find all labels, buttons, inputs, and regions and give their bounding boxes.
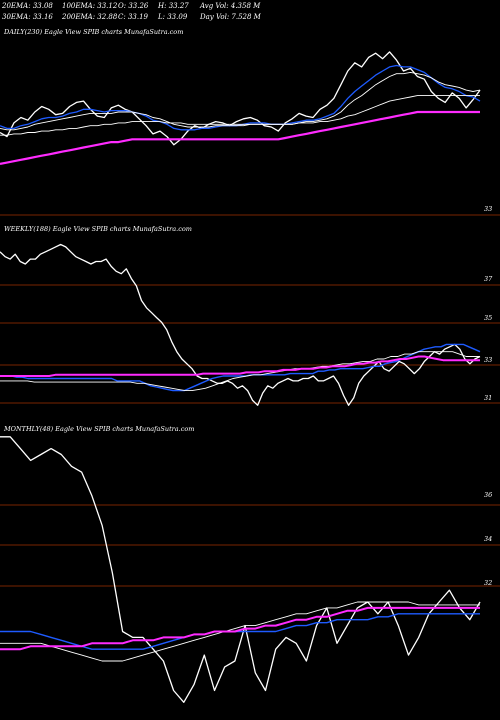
ema100-stat: 100EMA: 33.12 xyxy=(62,2,118,10)
panel-title-1: WEEKLY(188) Eagle View SPIB charts Munaf… xyxy=(4,225,192,233)
low-stat: L: 33.09 xyxy=(158,13,188,21)
close-stat: C: 33.19 xyxy=(118,13,148,21)
y-tick-label-2-0: 36 xyxy=(484,491,492,499)
series-line-1-ema_mid xyxy=(0,351,480,392)
indicator-stats: 20EMA: 33.08 100EMA: 33.12 O: 33.26 H: 3… xyxy=(0,0,500,30)
series-line-2-ema_mid xyxy=(0,601,480,662)
y-tick-label-1-1: 35 xyxy=(484,314,492,322)
ema200-stat: 200EMA: 32.88 xyxy=(62,13,118,21)
high-stat: H: 33.27 xyxy=(158,2,189,10)
y-tick-label-1-2: 33 xyxy=(484,356,492,364)
panel-title-0: DAILY(230) Eagle View SPIB charts Munafa… xyxy=(3,28,183,36)
panel-title-2: MONTHLY(48) Eagle View SPIB charts Munaf… xyxy=(3,425,194,433)
series-line-2-ema_slow xyxy=(0,606,480,651)
ema20-stat: 20EMA: 33.08 xyxy=(2,2,53,10)
series-line-1-price xyxy=(0,243,481,406)
avg-vol-stat: Avg Vol: 4.358 M xyxy=(200,2,261,10)
series-line-0-ema20 xyxy=(0,64,481,131)
y-tick-label-2-2: 32 xyxy=(484,579,492,587)
ema30-stat: 30EMA: 33.16 xyxy=(2,13,53,21)
open-stat: O: 33.26 xyxy=(118,2,149,10)
series-line-0-price xyxy=(0,51,481,146)
series-line-2-price xyxy=(0,436,481,703)
series-line-0-ema30 xyxy=(0,71,481,131)
y-tick-label-2-1: 34 xyxy=(484,535,492,543)
y-tick-label-1-0: 37 xyxy=(484,275,493,283)
day-vol-stat: Day Vol: 7.528 M xyxy=(200,13,261,21)
series-line-0-ema100 xyxy=(0,95,480,136)
y-tick-label-0-0: 33 xyxy=(484,205,492,213)
series-line-0-ema200 xyxy=(0,110,480,165)
series-line-1-ema_slow xyxy=(0,355,480,377)
y-tick-label-1-3: 31 xyxy=(484,394,492,402)
